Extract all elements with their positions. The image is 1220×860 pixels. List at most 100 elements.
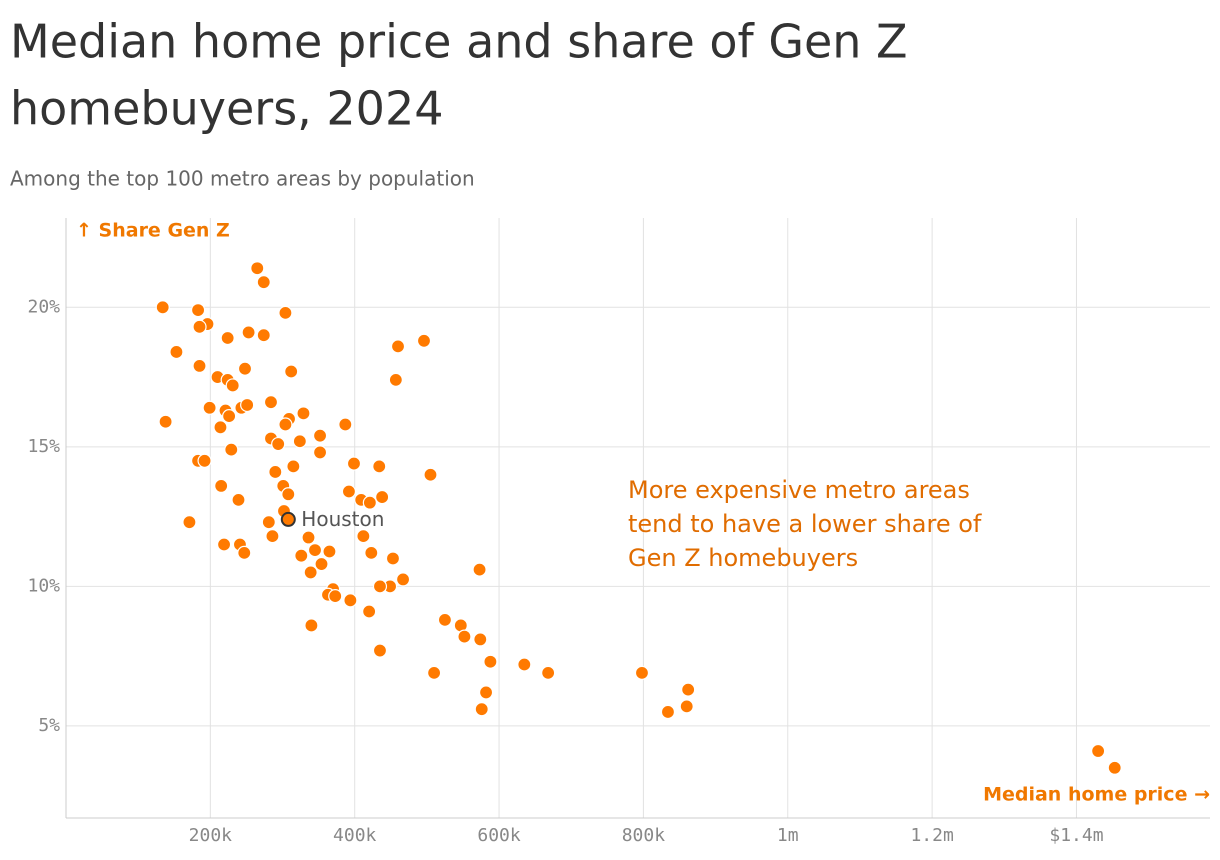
point bbox=[372, 579, 388, 594]
point bbox=[356, 529, 371, 544]
point bbox=[483, 654, 498, 669]
point bbox=[265, 529, 280, 544]
point bbox=[423, 467, 438, 482]
annotation: More expensive metro areas bbox=[628, 476, 970, 504]
point bbox=[202, 400, 217, 415]
point bbox=[372, 643, 388, 658]
point bbox=[240, 397, 255, 413]
x-tick-label: 600k bbox=[477, 825, 521, 846]
point bbox=[231, 492, 246, 507]
point bbox=[222, 409, 237, 424]
point bbox=[372, 459, 387, 474]
point bbox=[237, 361, 253, 376]
point bbox=[197, 453, 212, 468]
point bbox=[1091, 743, 1106, 759]
point bbox=[296, 406, 311, 421]
point bbox=[261, 515, 276, 530]
point bbox=[281, 487, 296, 502]
point bbox=[304, 618, 319, 633]
annotation: tend to have a lower share of bbox=[628, 510, 982, 538]
point bbox=[192, 358, 207, 374]
point bbox=[343, 593, 358, 608]
point bbox=[338, 417, 353, 432]
point bbox=[390, 339, 406, 354]
point bbox=[224, 442, 239, 457]
point bbox=[268, 464, 283, 480]
point bbox=[364, 545, 379, 560]
point bbox=[220, 330, 235, 346]
point bbox=[341, 484, 357, 499]
point bbox=[322, 544, 337, 559]
point bbox=[1107, 760, 1122, 775]
point bbox=[427, 665, 442, 680]
point bbox=[278, 417, 293, 432]
point bbox=[250, 261, 265, 276]
point bbox=[307, 542, 323, 558]
point bbox=[416, 333, 432, 348]
y-axis-title: ↑ Share Gen Z bbox=[76, 220, 230, 242]
x-tick-label: 1.2m bbox=[910, 825, 953, 846]
point bbox=[541, 665, 556, 680]
point bbox=[312, 428, 328, 443]
point bbox=[472, 562, 487, 577]
point bbox=[190, 302, 206, 318]
point bbox=[314, 556, 329, 572]
point bbox=[474, 702, 489, 717]
point bbox=[660, 704, 676, 720]
point bbox=[169, 344, 184, 360]
point bbox=[301, 530, 316, 545]
point bbox=[182, 515, 197, 530]
point bbox=[225, 378, 240, 393]
x-tick-label: 1m bbox=[777, 825, 799, 846]
point bbox=[286, 459, 301, 474]
chart-title: homebuyers, 2024 bbox=[10, 82, 443, 136]
point bbox=[256, 275, 271, 290]
point bbox=[294, 548, 309, 563]
x-tick-label: $1.4m bbox=[1049, 825, 1103, 846]
point bbox=[213, 420, 228, 435]
point bbox=[478, 685, 494, 700]
y-tick-label: 5% bbox=[38, 715, 60, 736]
point bbox=[241, 325, 256, 340]
point bbox=[155, 300, 170, 315]
x-tick-label: 200k bbox=[189, 825, 233, 846]
point bbox=[263, 395, 279, 410]
point bbox=[517, 657, 532, 672]
point bbox=[395, 572, 411, 587]
point bbox=[328, 589, 343, 604]
point bbox=[634, 665, 650, 680]
point bbox=[237, 545, 252, 560]
point bbox=[385, 551, 401, 566]
point bbox=[437, 612, 453, 627]
x-tick-label: 800k bbox=[622, 825, 666, 846]
point bbox=[362, 604, 377, 619]
point bbox=[346, 456, 362, 471]
x-tick-label: 400k bbox=[333, 825, 377, 846]
y-tick-label: 10% bbox=[27, 575, 60, 596]
point bbox=[388, 372, 403, 387]
point bbox=[292, 434, 307, 449]
point bbox=[681, 682, 696, 697]
point bbox=[278, 305, 293, 320]
point bbox=[375, 489, 390, 505]
x-axis-title: Median home price → bbox=[983, 784, 1210, 806]
y-tick-label: 15% bbox=[27, 436, 60, 457]
point bbox=[457, 629, 472, 644]
annotation: Gen Z homebuyers bbox=[628, 544, 858, 572]
point-label: Houston bbox=[301, 507, 384, 531]
point bbox=[214, 478, 229, 494]
point bbox=[679, 699, 694, 714]
point bbox=[158, 414, 173, 429]
point bbox=[271, 436, 286, 452]
point bbox=[256, 328, 271, 343]
chart-subtitle: Among the top 100 metro areas by populat… bbox=[10, 167, 475, 191]
chart-title: Median home price and share of Gen Z bbox=[10, 15, 908, 69]
point bbox=[284, 364, 299, 379]
point bbox=[312, 445, 328, 460]
point bbox=[303, 565, 318, 580]
point bbox=[280, 511, 296, 527]
point bbox=[192, 319, 207, 334]
point bbox=[473, 632, 488, 647]
point bbox=[362, 495, 377, 510]
